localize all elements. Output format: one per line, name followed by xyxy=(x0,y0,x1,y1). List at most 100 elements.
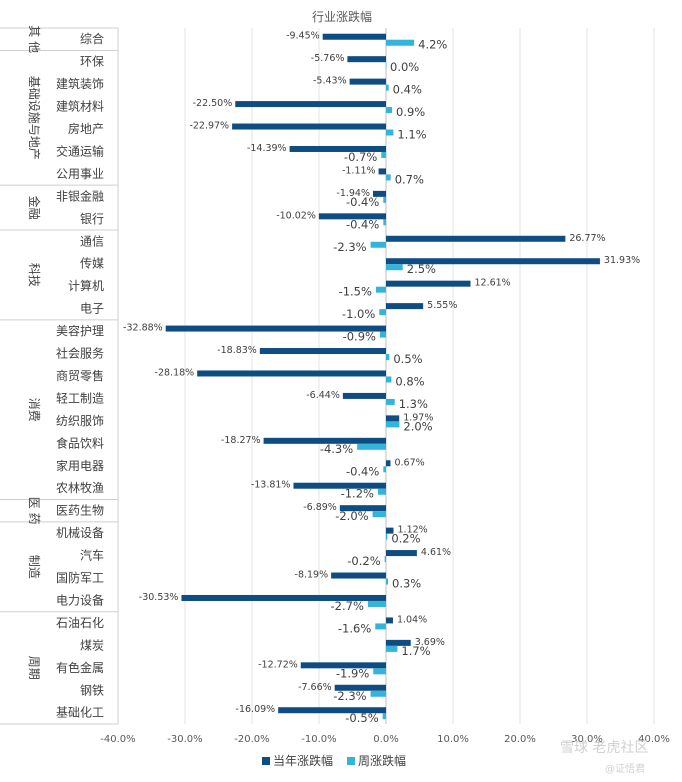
annual-value-label: 5.55% xyxy=(427,300,457,311)
weekly-value-label: 2.0% xyxy=(403,419,432,433)
category-label: 钢铁 xyxy=(80,683,104,697)
category-label: 计算机 xyxy=(68,278,104,293)
bar-weekly xyxy=(381,151,386,158)
weekly-value-label: -0.4% xyxy=(346,464,379,478)
bar-weekly xyxy=(386,62,387,69)
category-label: 公用事业 xyxy=(56,167,104,181)
value-labels: -9.45% 4.2% -5.76% 0.0% -5.43% 0.4% -22.50% 0.9… xyxy=(123,31,640,725)
weekly-value-label: 0.9% xyxy=(396,105,425,119)
category-label: 国防军工 xyxy=(56,570,104,585)
annual-value-label: 26.77% xyxy=(569,233,605,244)
annual-value-label: -5.76% xyxy=(311,53,345,64)
bar-weekly xyxy=(382,713,386,720)
category-label: 房地产 xyxy=(68,121,104,136)
bars xyxy=(165,33,600,720)
weekly-value-label: 0.0% xyxy=(390,60,419,74)
category-label: 传媒 xyxy=(80,256,104,271)
bar-weekly xyxy=(357,443,386,450)
x-tick-label: -40.0% xyxy=(100,734,135,745)
annual-value-label: -9.45% xyxy=(286,31,320,42)
category-label: 非银金融 xyxy=(56,188,104,203)
bar-annual xyxy=(259,348,386,355)
bar-weekly xyxy=(386,354,390,361)
bar-annual xyxy=(293,482,386,489)
bar-weekly xyxy=(383,219,386,226)
bar-annual xyxy=(386,639,411,646)
weekly-value-label: -0.5% xyxy=(345,711,378,725)
x-tick-label: 0.0% xyxy=(373,734,398,745)
annual-value-label: -1.94% xyxy=(336,188,370,199)
group-label: 周期 xyxy=(27,656,41,680)
annual-value-label: 0.67% xyxy=(394,457,424,468)
category-label: 农林牧渔 xyxy=(56,481,104,495)
weekly-value-label: 1.7% xyxy=(401,644,430,658)
bar-weekly xyxy=(375,286,386,293)
bar-annual xyxy=(322,33,386,40)
category-label: 交通运输 xyxy=(56,143,104,158)
bar-weekly xyxy=(386,39,415,46)
weekly-value-label: -1.0% xyxy=(342,307,375,321)
bar-weekly xyxy=(367,600,386,607)
bar-annual xyxy=(165,325,386,332)
bar-weekly xyxy=(386,376,392,383)
annual-value-label: -30.53% xyxy=(139,592,179,603)
watermark-text: 雪球 老虎社区 xyxy=(560,740,648,756)
legend-label: 周涨跌幅 xyxy=(358,753,406,768)
category-label: 建筑材料 xyxy=(56,99,104,114)
bar-weekly xyxy=(379,309,386,316)
group-label: 医 药 xyxy=(27,497,41,525)
bar-weekly xyxy=(386,398,395,405)
weekly-value-label: 0.7% xyxy=(395,172,424,186)
annual-value-label: -5.43% xyxy=(313,76,347,87)
weekly-value-label: 0.4% xyxy=(393,83,422,97)
category-label: 环保 xyxy=(80,55,104,69)
bar-weekly xyxy=(386,578,389,585)
bar-annual xyxy=(386,303,424,310)
bar-weekly xyxy=(373,668,386,675)
bar-annual xyxy=(386,527,394,534)
x-tick-label: 20.0% xyxy=(504,734,536,745)
group-label: 制造 xyxy=(27,555,41,579)
bar-annual xyxy=(386,550,417,557)
bar-weekly xyxy=(386,174,391,181)
weekly-value-label: -1.5% xyxy=(339,285,372,299)
chart-title: 行业涨跌幅 xyxy=(312,9,372,24)
bar-weekly xyxy=(386,533,388,540)
x-tick-label: 30.0% xyxy=(571,734,603,745)
bar-weekly xyxy=(379,331,386,338)
weekly-value-label: -2.3% xyxy=(333,240,366,254)
bar-weekly xyxy=(386,264,403,271)
annual-value-label: 12.61% xyxy=(474,278,510,289)
bar-annual xyxy=(300,662,386,669)
bar-annual xyxy=(181,594,386,601)
bar-annual xyxy=(197,370,386,377)
annual-value-label: -16.09% xyxy=(236,704,276,715)
x-tick-label: 10.0% xyxy=(437,734,469,745)
annual-value-label: -8.19% xyxy=(295,570,329,581)
bar-annual xyxy=(331,572,386,579)
bar-annual xyxy=(373,190,386,197)
category-label: 有色金属 xyxy=(56,660,104,675)
annual-value-label: -28.18% xyxy=(155,367,195,378)
category-label: 社会服务 xyxy=(56,346,104,361)
category-labels: 综合环保建筑装饰建筑材料房地产交通运输公用事业非银金融银行通信传媒计算机电子美容… xyxy=(56,31,104,719)
bar-annual xyxy=(378,168,386,175)
category-label: 轻工制造 xyxy=(56,391,104,405)
annual-value-label: -18.83% xyxy=(217,345,257,356)
annual-value-label: -12.72% xyxy=(258,659,298,670)
bar-weekly xyxy=(375,623,386,630)
bar-annual xyxy=(386,617,393,624)
annual-value-label: -22.50% xyxy=(193,98,233,109)
group-label: 其 他 xyxy=(27,25,41,53)
legend-swatch xyxy=(347,757,355,765)
bar-weekly xyxy=(386,107,393,114)
weekly-value-label: -1.6% xyxy=(338,621,371,635)
category-label: 建筑装饰 xyxy=(56,76,104,91)
bar-weekly xyxy=(386,645,398,652)
weekly-value-label: 2.5% xyxy=(407,262,436,276)
bar-annual xyxy=(386,258,600,265)
category-label: 银行 xyxy=(80,212,104,226)
x-tick-label: 40.0% xyxy=(638,734,670,745)
annual-value-label: 3.69% xyxy=(415,637,445,648)
annual-value-label: -6.44% xyxy=(306,390,340,401)
